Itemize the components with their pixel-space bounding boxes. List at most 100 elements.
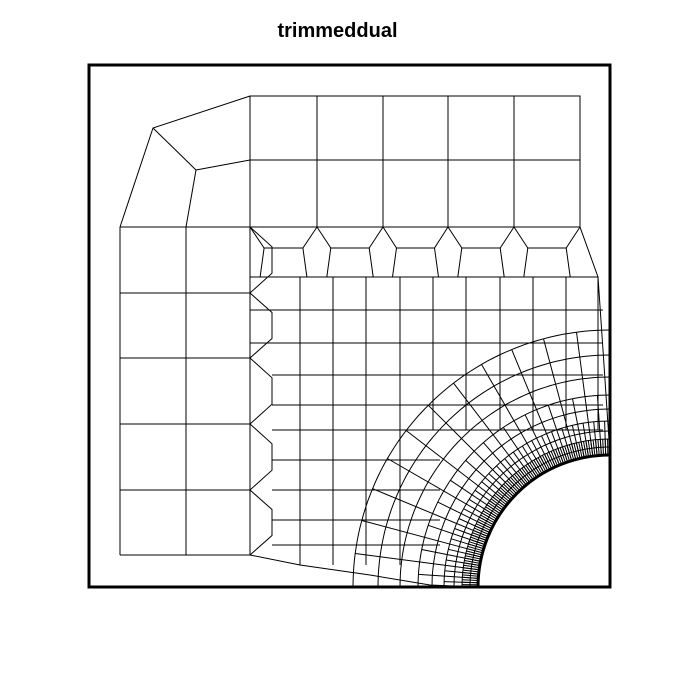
mesh-spoke xyxy=(527,463,538,478)
mesh-spoke xyxy=(472,532,488,539)
mesh-spoke xyxy=(597,439,600,456)
mesh-spoke xyxy=(484,508,499,518)
mesh-edge xyxy=(565,247,571,278)
mesh-spoke xyxy=(519,469,530,483)
mesh-spoke xyxy=(474,527,490,535)
mesh-spoke xyxy=(587,440,592,457)
mesh-spoke xyxy=(602,439,604,456)
mesh-spoke xyxy=(464,560,481,564)
mesh-spoke xyxy=(599,439,602,456)
mesh-spoke xyxy=(571,443,577,460)
mesh-spoke xyxy=(427,404,518,495)
mesh-spoke xyxy=(501,485,515,498)
mesh-spoke xyxy=(521,467,532,482)
mesh-spoke xyxy=(490,498,505,509)
mesh-spoke xyxy=(481,364,545,473)
mesh-spoke xyxy=(492,496,506,507)
mesh-spoke xyxy=(463,564,480,569)
mesh-spoke xyxy=(387,458,496,522)
mesh-edge xyxy=(382,226,449,249)
mesh-spoke xyxy=(576,332,594,457)
mesh-spoke xyxy=(590,440,594,457)
mesh-spoke xyxy=(470,536,486,543)
mesh-spoke xyxy=(465,555,482,560)
mesh-spoke xyxy=(568,444,575,461)
mesh-spoke xyxy=(405,430,506,507)
mesh-edge xyxy=(152,127,197,171)
mesh-spoke xyxy=(592,439,596,456)
mesh-spoke xyxy=(474,525,491,533)
mesh-spoke xyxy=(515,472,527,486)
mesh-spoke xyxy=(464,557,481,562)
mesh-spoke xyxy=(471,534,487,541)
mesh-spoke xyxy=(517,470,529,484)
mesh-spoke xyxy=(489,500,503,511)
mesh-edge xyxy=(259,247,265,278)
mesh-edge xyxy=(249,226,318,249)
mesh-spoke xyxy=(511,349,560,466)
mesh-edge xyxy=(513,226,581,249)
mesh-edge xyxy=(434,247,439,278)
mesh-spoke xyxy=(539,456,549,471)
axes-frame xyxy=(87,63,612,589)
mesh-spoke xyxy=(475,523,491,532)
mesh-spoke xyxy=(466,550,483,556)
mesh-spoke xyxy=(473,529,489,537)
mesh-spoke xyxy=(531,461,541,476)
mesh-spoke xyxy=(566,445,573,461)
mesh-spoke xyxy=(486,504,501,515)
mesh-edge xyxy=(249,292,273,359)
mesh-spoke xyxy=(595,439,598,456)
mesh-spoke xyxy=(604,439,607,456)
mesh-spoke xyxy=(495,492,509,504)
mesh-spoke xyxy=(559,447,566,463)
mesh-spoke xyxy=(462,569,479,573)
mesh-spoke xyxy=(462,579,479,581)
mesh-spoke xyxy=(480,514,495,524)
mesh-spoke xyxy=(557,448,564,464)
mesh-spoke xyxy=(467,545,484,552)
mesh-spoke xyxy=(512,475,524,489)
mesh-spoke xyxy=(585,440,589,457)
mesh-spoke xyxy=(462,572,479,575)
mesh-spoke xyxy=(463,562,480,566)
mesh-spoke xyxy=(541,455,551,470)
mesh-spoke xyxy=(361,520,483,554)
mesh-spoke xyxy=(578,442,583,459)
mesh-spoke xyxy=(355,553,480,571)
mesh-spoke xyxy=(537,457,547,472)
mesh-spoke xyxy=(529,462,539,477)
mesh-spoke xyxy=(372,488,489,537)
mesh-spoke xyxy=(580,441,585,458)
mesh-spoke xyxy=(543,338,577,460)
mesh-spoke xyxy=(561,446,569,463)
figure-title: trimmeddual xyxy=(277,20,398,42)
mesh-spoke xyxy=(468,543,484,550)
mesh-spoke xyxy=(481,512,496,522)
mesh-spoke xyxy=(468,541,485,548)
mesh-spoke xyxy=(575,442,581,459)
mesh-spoke xyxy=(573,443,579,460)
mesh-spoke xyxy=(496,490,510,502)
mesh-spoke xyxy=(479,516,494,526)
mesh-spoke xyxy=(503,483,516,496)
mesh-edge xyxy=(392,247,397,278)
mesh-edge xyxy=(326,247,332,278)
mesh-spoke xyxy=(508,478,521,492)
mesh-spoke xyxy=(546,452,555,468)
mesh-edge xyxy=(302,247,308,278)
mesh-spoke xyxy=(523,466,534,480)
mesh-spoke xyxy=(462,581,479,584)
mesh-spoke xyxy=(510,476,522,490)
mesh-edge xyxy=(185,169,197,228)
mesh-spoke xyxy=(466,548,483,554)
mesh-spoke xyxy=(552,450,560,466)
mesh-spoke xyxy=(453,382,530,483)
mesh-spoke xyxy=(478,518,493,528)
mesh-edge xyxy=(457,247,463,278)
mesh-spoke xyxy=(463,567,480,571)
mesh-spoke xyxy=(462,576,479,579)
mesh-spoke xyxy=(498,489,512,501)
mesh-spoke xyxy=(469,538,486,546)
